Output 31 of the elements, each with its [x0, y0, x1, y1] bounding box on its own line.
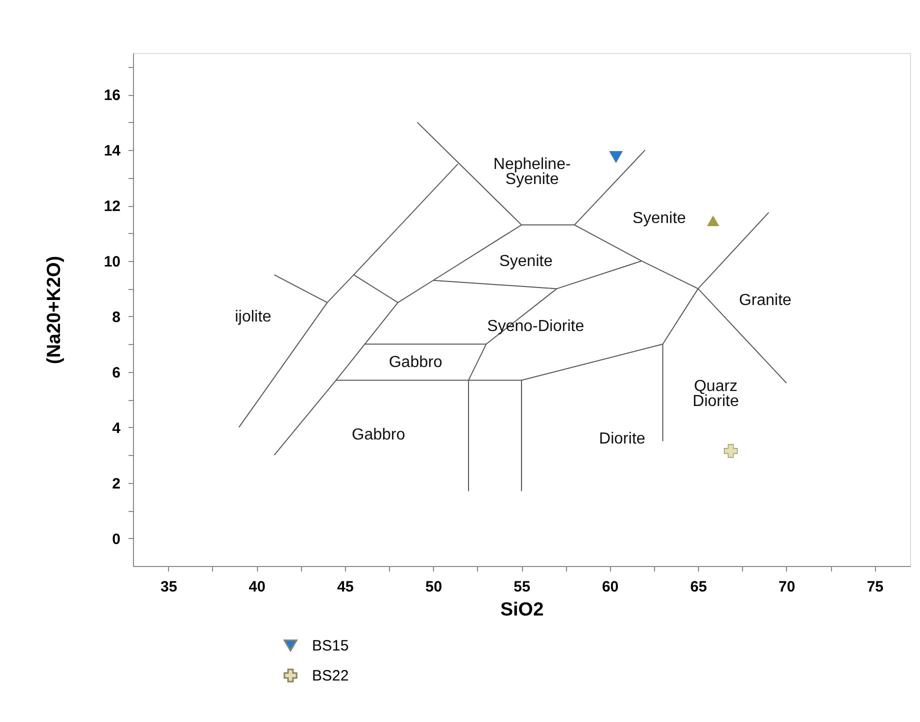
annotation: Syenite	[632, 210, 686, 227]
x-tick-label: 70	[778, 578, 796, 596]
x-tick-label: 55	[514, 578, 530, 596]
annotation: Granite	[738, 292, 792, 309]
annotation: Gabbro	[352, 426, 406, 444]
annotation: Gabbro	[388, 354, 442, 372]
x-tick-label: 35	[160, 578, 178, 596]
y-tick-label: 2	[112, 475, 120, 492]
x-axis-title: SiO2	[500, 600, 544, 620]
annotation: Quarz Diorite	[692, 378, 739, 410]
y-tick-label: 8	[112, 308, 120, 326]
annotation: Nepheline- Syenite	[493, 156, 571, 188]
y-tick-label: 16	[104, 87, 120, 104]
x-tick-label: 65	[690, 578, 707, 596]
annotation: Syenite	[499, 252, 553, 270]
x-tick-label: 50	[425, 578, 442, 596]
y-tick-label: 4	[112, 420, 122, 437]
y-tick-label: 0	[112, 530, 120, 548]
y-tick-label: 12	[104, 198, 120, 216]
y-tick-label: 6	[112, 364, 120, 382]
annotation: Diorite	[599, 430, 646, 448]
x-tick-label: 75	[866, 578, 884, 596]
legend-label: BS15	[312, 638, 349, 654]
x-tick-label: 45	[337, 578, 354, 596]
x-tick-label: 60	[602, 578, 619, 596]
x-tick-label: 40	[248, 578, 266, 596]
legend-label: BS22	[312, 668, 349, 684]
y-tick-label: 14	[104, 142, 122, 160]
y-tick-label: 10	[104, 253, 120, 270]
y-axis-title: (Na20+K2O)	[44, 256, 65, 364]
annotation: ijolite	[234, 308, 272, 326]
